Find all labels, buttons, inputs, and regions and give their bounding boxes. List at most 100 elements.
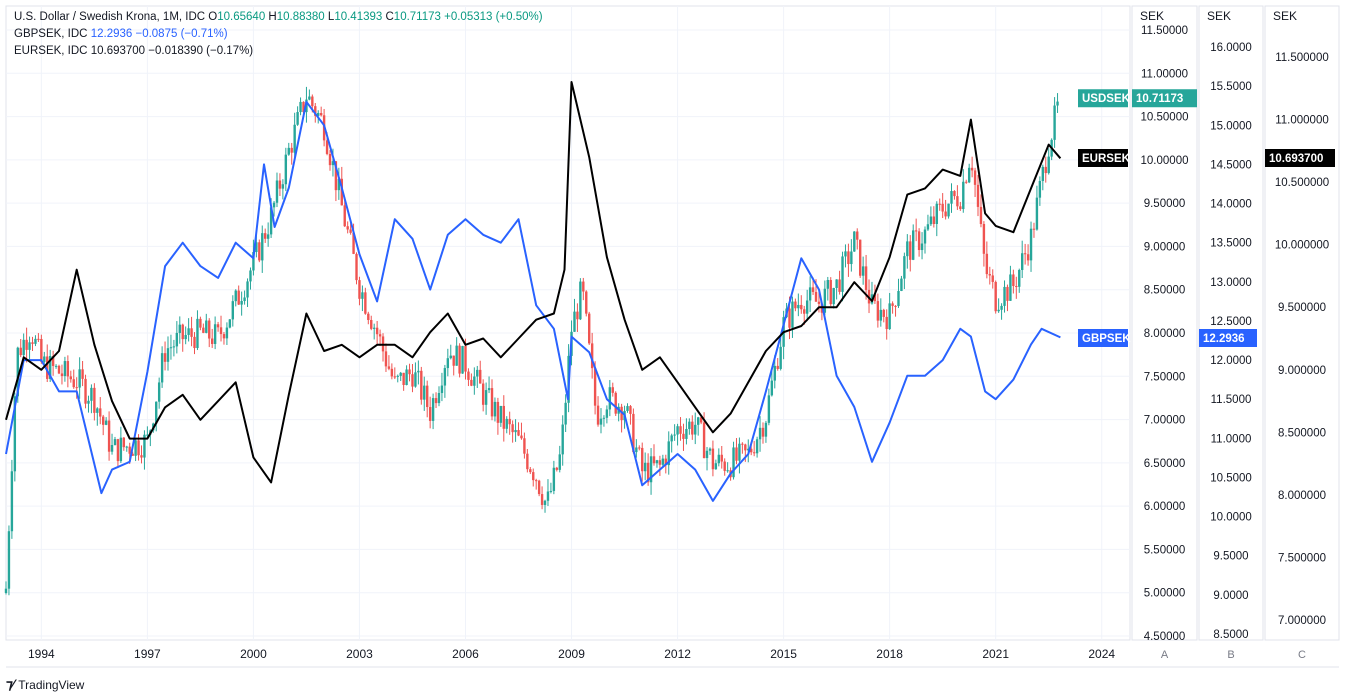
usdsek-candle [449, 355, 452, 359]
y-tick-label: 9.0000 [1213, 590, 1248, 602]
usdsek-candle [237, 290, 240, 305]
legend-change: +0.05313 (+0.50%) [444, 11, 543, 23]
usdsek-candle [93, 387, 96, 413]
y-tick-label: 9.5000 [1213, 551, 1248, 563]
price-label-text: 10.693700 [1269, 153, 1323, 165]
usdsek-candle [346, 226, 349, 230]
usdsek-candle [626, 406, 629, 411]
usdsek-candle [325, 140, 329, 154]
usdsek-candle [543, 500, 547, 505]
usdsek-candle [34, 338, 37, 344]
usdsek-candle [629, 406, 632, 414]
axis-unit-label: SEK [1207, 9, 1231, 23]
price-label-bg [1199, 329, 1257, 347]
usdsek-candle [585, 291, 588, 314]
usdsek-candle [87, 400, 90, 404]
usdsek-candle [750, 448, 753, 453]
usdsek-candle [440, 385, 444, 394]
usdsek-candle [69, 376, 73, 380]
usdsek-candle [390, 368, 394, 377]
y-tick-label: 8.000000 [1278, 490, 1326, 502]
usdsek-candle [1044, 166, 1047, 174]
usdsek-candle [691, 421, 694, 435]
legend-gbpsek-name: GBPSEK, IDC [14, 28, 88, 40]
price-label-text: 12.2936 [1203, 333, 1245, 345]
usdsek-candle [113, 439, 117, 446]
usdsek-candle [99, 408, 102, 417]
usdsek-candle [847, 251, 850, 265]
price-label: 10.71173 [1132, 89, 1197, 108]
usdsek-candle [493, 401, 497, 417]
usdsek-candle [437, 393, 441, 404]
usdsek-candle [328, 153, 332, 166]
usdsek-candle [738, 443, 741, 461]
usdsek-candle [696, 417, 700, 425]
usdsek-candle [266, 234, 270, 239]
y-tick-label: 8.5000 [1213, 629, 1248, 641]
usdsek-candle [446, 358, 450, 369]
usdsek-candle [467, 371, 470, 380]
usdsek-candle [861, 266, 865, 276]
price-axis-c [1264, 5, 1340, 641]
usdsek-candle [891, 303, 894, 306]
plot-area [5, 5, 1131, 641]
usdsek-candle [664, 458, 667, 466]
x-tick-label: 2006 [452, 647, 479, 661]
legend-l-label: L [327, 11, 335, 23]
usdsek-candle [1006, 286, 1009, 301]
usdsek-candle [714, 463, 718, 470]
usdsek-candle [711, 448, 715, 470]
price-label-text: USDSEK [1082, 93, 1131, 105]
scale-id-label: C [1298, 649, 1306, 661]
usdsek-candle [314, 106, 317, 116]
price-label-bg [1078, 149, 1128, 167]
usdsek-candle [593, 368, 597, 406]
y-tick-label: 9.50000 [1144, 198, 1186, 210]
y-tick-label: 10.000000 [1275, 240, 1329, 252]
usdsek-candle [652, 456, 656, 464]
legend-main[interactable]: U.S. Dollar / Swedish Krona, 1M, IDC O10… [14, 9, 543, 26]
usdsek-candle [361, 292, 364, 299]
usdsek-candle [676, 426, 679, 435]
usdsek-candle [54, 365, 58, 367]
usdsek-candle [484, 390, 488, 405]
usdsek-candle [1029, 228, 1033, 261]
usdsek-candle [249, 270, 252, 282]
legend-gbpsek[interactable]: GBPSEK, IDC 12.2936 −0.0875 (−0.71%) [14, 26, 543, 43]
usdsek-candle [752, 452, 756, 454]
usdsek-candle [302, 101, 305, 113]
usdsek-candle [803, 309, 806, 314]
usdsek-candle [532, 472, 535, 481]
usdsek-candle [78, 369, 81, 388]
y-tick-label: 13.0000 [1210, 277, 1252, 289]
usdsek-candle [635, 447, 638, 453]
usdsek-candle [57, 365, 61, 374]
usdsek-candle [702, 422, 706, 459]
y-tick-label: 10.5000 [1210, 472, 1252, 484]
usdsek-candle [31, 342, 34, 344]
usdsek-candle [481, 383, 485, 405]
y-tick-label: 11.50000 [1141, 25, 1188, 37]
usdsek-candle [853, 231, 856, 252]
y-tick-label: 11.5000 [1211, 394, 1252, 406]
usdsek-candle [146, 434, 149, 436]
usdsek-candle [605, 409, 609, 418]
usdsek-candle [694, 424, 697, 435]
usdsek-candle [393, 376, 397, 378]
usdsek-candle [941, 203, 944, 212]
usdsek-candle [128, 446, 131, 454]
y-tick-label: 13.5000 [1210, 238, 1252, 250]
usdsek-candle [744, 444, 747, 451]
price-label: EURSEK [1078, 149, 1131, 167]
usdsek-candle [1032, 228, 1036, 230]
price-label-text: EURSEK [1082, 153, 1131, 165]
usdsek-candle [319, 113, 323, 116]
y-tick-label: 10.0000 [1210, 512, 1252, 524]
usdsek-candle [196, 318, 199, 349]
legend-eursek[interactable]: EURSEK, IDC 10.693700 −0.018390 (−0.17%) [14, 43, 543, 60]
usdsek-candle [638, 447, 641, 449]
usdsek-candle [278, 180, 282, 189]
usdsek-candle [431, 398, 435, 421]
x-tick-label: 2003 [346, 647, 373, 661]
